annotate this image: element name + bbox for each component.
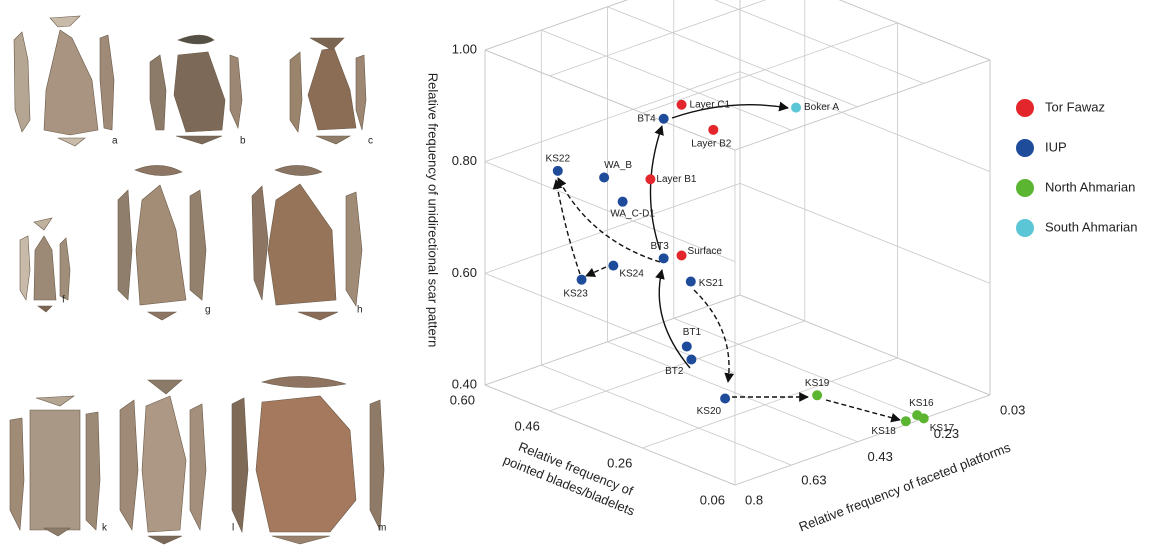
grid-line — [740, 0, 990, 60]
y-axis-title: Relative frequency of unidirectional sca… — [426, 73, 441, 348]
z-tick-label: 0.23 — [934, 426, 959, 441]
z-axis-title: Relative frequency of faceted platforms — [797, 439, 1013, 534]
panel-label: f — [62, 295, 65, 306]
x-axis-title: Relative frequency of pointed blades/bla… — [501, 435, 644, 518]
panel-label: k — [102, 523, 108, 534]
point-label: KS23 — [563, 288, 588, 299]
data-point — [645, 174, 655, 184]
legend-marker — [1016, 179, 1034, 197]
data-point — [791, 103, 801, 113]
legend-marker — [1016, 99, 1034, 117]
grid-line — [485, 183, 740, 273]
y-tick-label: 0.60 — [452, 265, 477, 280]
legend-marker — [1016, 219, 1034, 237]
grid-line — [740, 0, 990, 60]
grid-line — [485, 295, 740, 385]
data-point — [708, 125, 718, 135]
z-tick-label: 0.63 — [801, 473, 826, 488]
data-point — [686, 354, 696, 364]
legend-label: IUP — [1045, 139, 1067, 154]
points: Layer C1 Layer B2 Layer B1 Surface BT4 KS22 WA… — [546, 99, 955, 436]
y-tick-label: 0.80 — [452, 153, 477, 168]
data-point — [577, 275, 587, 285]
point-label: WA_C-D1 — [610, 208, 655, 219]
x-tick-label: 0.26 — [607, 455, 632, 470]
point-label: BT2 — [665, 366, 684, 377]
grid-line — [485, 0, 740, 50]
figure: a b c f g h k l m Layer C1 Layer B2 Layer B1 Surfac… — [0, 0, 1164, 547]
legend-label: North Ahmarian — [1045, 179, 1135, 194]
point-label: KS16 — [909, 398, 934, 409]
grid-line — [674, 318, 924, 418]
point-label: Layer C1 — [690, 99, 731, 110]
z-tick-label: 0.03 — [1000, 402, 1025, 417]
point-label: Layer B1 — [656, 174, 696, 185]
y-tick-label: 1.00 — [452, 41, 477, 56]
box-edge — [485, 0, 740, 50]
panel-label: b — [240, 136, 246, 147]
data-point — [659, 114, 669, 124]
x-tick-label: 0.60 — [450, 392, 475, 407]
z-tick-label: 0.8 — [745, 492, 763, 507]
data-point — [599, 172, 609, 182]
point-label: KS18 — [871, 426, 896, 437]
data-point — [720, 393, 730, 403]
grid-line — [541, 365, 791, 465]
z-tick-label: 0.43 — [868, 449, 893, 464]
data-point — [686, 277, 696, 287]
point-label: Surface — [688, 246, 723, 257]
point-label: KS24 — [619, 268, 644, 279]
point-label: KS22 — [546, 153, 571, 164]
panel-label: c — [368, 136, 373, 147]
panel-label: l — [232, 523, 234, 534]
point-label: BT3 — [650, 241, 669, 252]
grid-line — [642, 23, 897, 113]
point-label: BT4 — [637, 113, 656, 124]
panel-label: h — [357, 305, 363, 316]
data-point — [618, 197, 628, 207]
grid-line — [608, 7, 858, 107]
data-point — [901, 416, 911, 426]
grid-line — [740, 72, 990, 172]
legend-marker — [1016, 139, 1034, 157]
grid-line — [485, 0, 740, 50]
grid-line — [740, 295, 990, 395]
point-label: KS19 — [805, 378, 830, 389]
data-point — [677, 100, 687, 110]
panel-label: m — [378, 523, 386, 534]
data-point — [677, 251, 687, 261]
data-point — [553, 166, 563, 176]
grid-line — [740, 183, 990, 283]
x-tick-label: 0.46 — [515, 418, 540, 433]
data-point — [659, 253, 669, 263]
legend-label: South Ahmarian — [1045, 219, 1138, 234]
data-point — [919, 413, 929, 423]
point-label: Boker A — [804, 102, 839, 113]
artifact-photos — [10, 16, 384, 544]
panel-label: a — [112, 136, 118, 147]
x-tick-label: 0.06 — [700, 492, 725, 507]
y-tick-label: 0.40 — [452, 376, 477, 391]
grid-line — [674, 0, 924, 83]
legend: Tor Fawaz IUP North Ahmarian South Ahmarian — [1016, 99, 1138, 237]
data-point — [682, 341, 692, 351]
grid-line — [485, 273, 735, 373]
legend-label: Tor Fawaz — [1045, 99, 1105, 114]
point-label: Layer B2 — [691, 138, 731, 149]
point-label: KS20 — [697, 406, 722, 417]
data-point — [812, 390, 822, 400]
grid-line — [550, 0, 805, 76]
grid-line — [735, 60, 990, 150]
point-label: BT1 — [683, 327, 702, 338]
point-label: KS21 — [699, 278, 724, 289]
box-edge — [740, 0, 990, 60]
data-point — [608, 261, 618, 271]
panel-label: g — [205, 305, 211, 316]
point-label: WA_B — [604, 160, 632, 171]
